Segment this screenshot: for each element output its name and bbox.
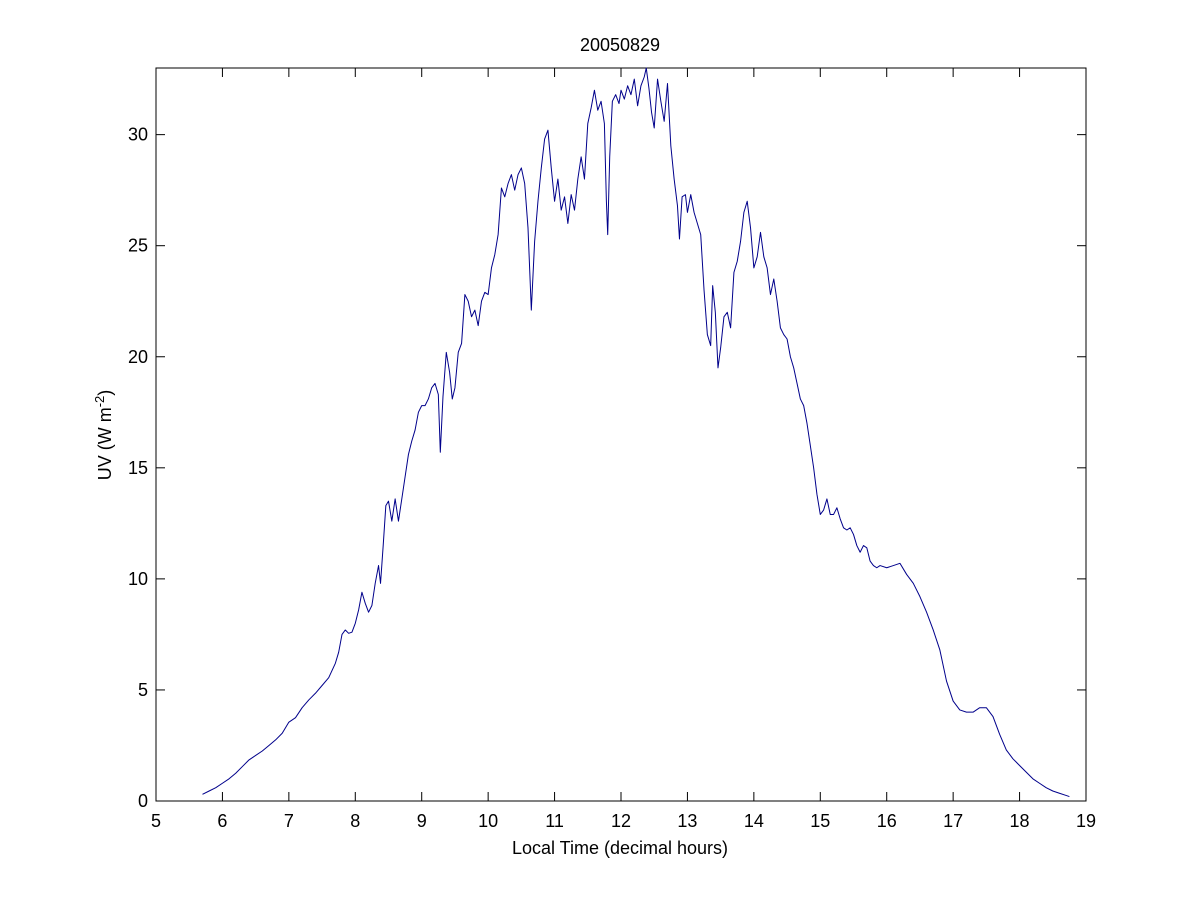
y-tick-label: 15 <box>128 458 148 478</box>
uv-series-line <box>202 67 1070 798</box>
x-axis-title: Local Time (decimal hours) <box>512 838 728 858</box>
y-tick-label: 30 <box>128 125 148 145</box>
x-tick-label: 11 <box>545 811 564 831</box>
y-axis-title-superscript: -2 <box>92 396 107 408</box>
x-tick-label: 12 <box>611 811 631 831</box>
plot-axes <box>155 67 1087 802</box>
y-axis-title-close: ) <box>95 390 115 396</box>
x-tick-label: 17 <box>943 811 963 831</box>
y-axis-title: UV (W m-2) <box>92 390 115 481</box>
y-tick-label: 0 <box>138 791 148 811</box>
series-group <box>202 67 1070 798</box>
x-tick-label: 8 <box>350 811 360 831</box>
y-axis-title-main: UV (W m <box>95 407 115 480</box>
y-axis-ticks: 0 5 10 15 20 25 30 <box>128 125 1086 811</box>
x-tick-label: 7 <box>284 811 294 831</box>
x-tick-label: 10 <box>478 811 498 831</box>
y-tick-label: 25 <box>128 236 148 256</box>
x-axis-ticks: 5 6 7 8 9 10 11 12 13 14 15 16 17 18 19 <box>151 68 1096 831</box>
plot-frame <box>155 67 1087 802</box>
x-tick-label: 5 <box>151 811 161 831</box>
x-tick-label: 16 <box>877 811 897 831</box>
x-tick-label: 18 <box>1010 811 1030 831</box>
x-tick-label: 6 <box>217 811 227 831</box>
x-tick-label: 13 <box>677 811 697 831</box>
y-tick-label: 20 <box>128 347 148 367</box>
y-tick-label: 10 <box>128 569 148 589</box>
x-tick-label: 15 <box>810 811 830 831</box>
y-tick-label: 5 <box>138 680 148 700</box>
x-tick-label: 9 <box>417 811 427 831</box>
x-tick-label: 19 <box>1076 811 1096 831</box>
x-tick-label: 14 <box>744 811 764 831</box>
chart-title: 20050829 <box>580 35 660 55</box>
